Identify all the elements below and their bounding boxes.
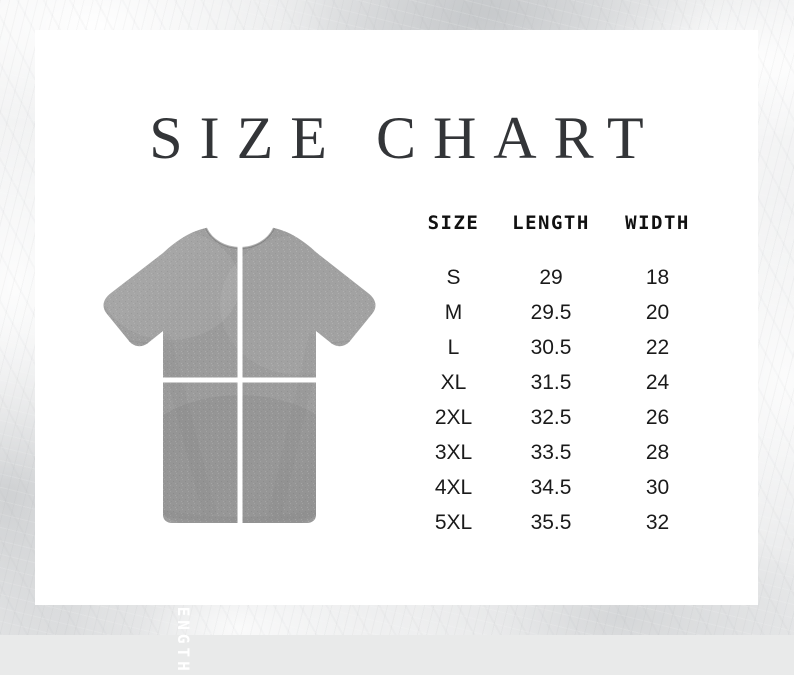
cell-width: 32: [605, 505, 710, 540]
cell-length: 29: [497, 260, 605, 295]
cell-width: 26: [605, 400, 710, 435]
cell-width: 28: [605, 435, 710, 470]
table-row: 4XL 34.5 30: [410, 470, 710, 505]
cell-width: 18: [605, 260, 710, 295]
column-header-length: LENGTH: [497, 212, 605, 260]
cell-size: 3XL: [410, 435, 497, 470]
cell-size: S: [410, 260, 497, 295]
cell-width: 24: [605, 365, 710, 400]
table-row: 5XL 35.5 32: [410, 505, 710, 540]
measurements-table: SIZE LENGTH WIDTH S 29 18 M 29.5 20 L: [410, 212, 710, 540]
table-row: 3XL 33.5 28: [410, 435, 710, 470]
width-label: WIDTH: [257, 530, 325, 549]
page-title: SIZE CHART: [35, 108, 758, 168]
size-chart-card: SIZE CHART: [35, 30, 758, 605]
cell-width: 22: [605, 330, 710, 365]
cell-width: 20: [605, 295, 710, 330]
cell-length: 32.5: [497, 400, 605, 435]
cell-size: XL: [410, 365, 497, 400]
column-header-width: WIDTH: [605, 212, 710, 260]
cell-size: 2XL: [410, 400, 497, 435]
cell-size: 4XL: [410, 470, 497, 505]
cell-length: 30.5: [497, 330, 605, 365]
cell-length: 33.5: [497, 435, 605, 470]
cell-width: 30: [605, 470, 710, 505]
tshirt-illustration: [50, 215, 395, 535]
table-row: S 29 18: [410, 260, 710, 295]
cell-length: 29.5: [497, 295, 605, 330]
table-row: XL 31.5 24: [410, 365, 710, 400]
cell-size: M: [410, 295, 497, 330]
table-row: L 30.5 22: [410, 330, 710, 365]
column-header-size: SIZE: [410, 212, 497, 260]
cell-length: 35.5: [497, 505, 605, 540]
table-header-row: SIZE LENGTH WIDTH: [410, 212, 710, 260]
table-row: 2XL 32.5 26: [410, 400, 710, 435]
cell-length: 31.5: [497, 365, 605, 400]
cell-length: 34.5: [497, 470, 605, 505]
cell-size: 5XL: [410, 505, 497, 540]
length-label: LENGTH: [174, 593, 193, 675]
tshirt-diagram: WIDTH LENGTH: [50, 215, 395, 535]
table-row: M 29.5 20: [410, 295, 710, 330]
cell-size: L: [410, 330, 497, 365]
